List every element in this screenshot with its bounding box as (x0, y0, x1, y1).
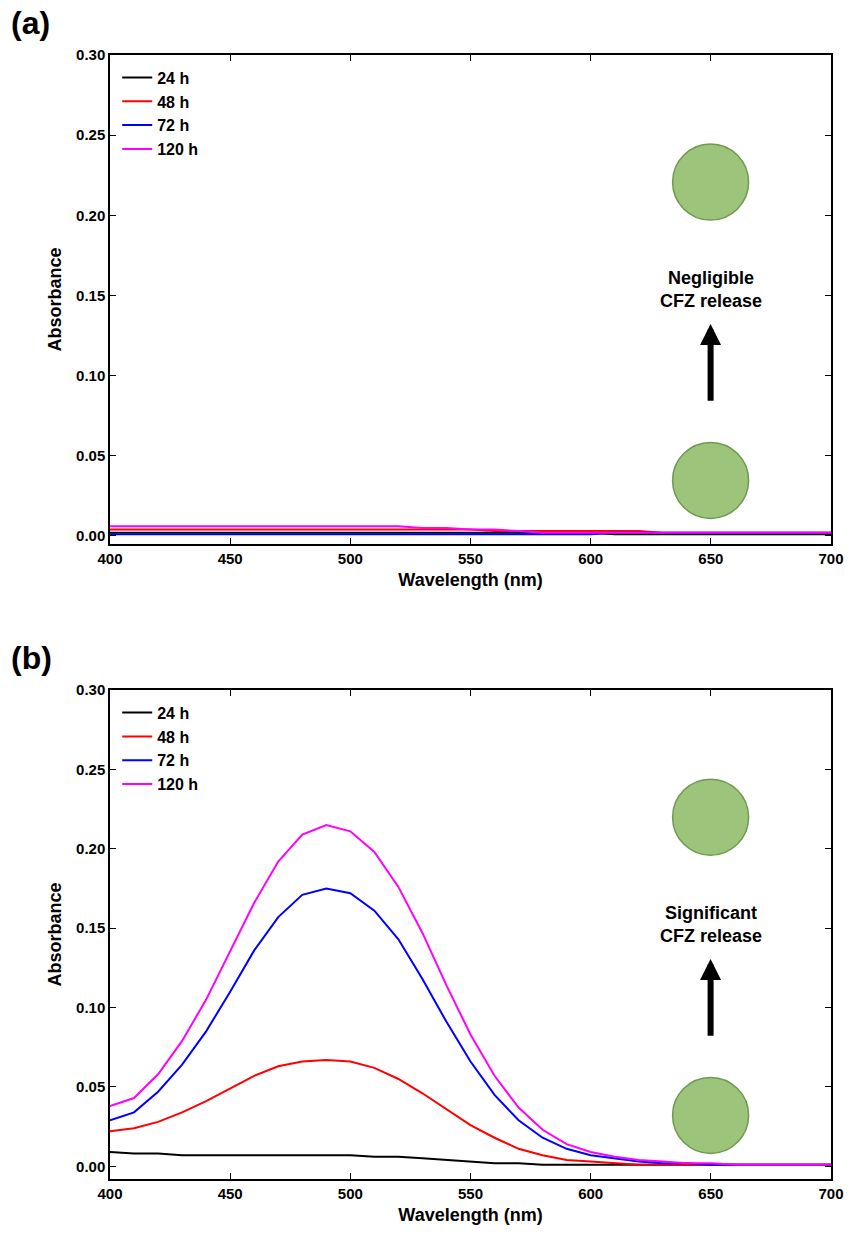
svg-text:0.00: 0.00 (76, 527, 105, 544)
svg-text:48 h: 48 h (157, 94, 189, 111)
svg-text:Wavelength (nm): Wavelength (nm) (398, 570, 542, 590)
svg-text:550: 550 (458, 1185, 483, 1202)
svg-text:500: 500 (338, 1185, 363, 1202)
svg-text:550: 550 (458, 550, 483, 567)
svg-text:0.15: 0.15 (76, 919, 105, 936)
svg-text:48 h: 48 h (157, 729, 189, 746)
svg-text:650: 650 (698, 1185, 723, 1202)
svg-text:Wavelength (nm): Wavelength (nm) (398, 1205, 542, 1225)
svg-text:0.30: 0.30 (76, 681, 105, 698)
svg-text:400: 400 (97, 550, 122, 567)
svg-text:0.20: 0.20 (76, 207, 105, 224)
svg-text:72 h: 72 h (157, 752, 189, 769)
svg-text:400: 400 (97, 1185, 122, 1202)
svg-text:700: 700 (818, 550, 843, 567)
svg-text:(b): (b) (11, 640, 52, 676)
svg-text:SignificantCFZ release: SignificantCFZ release (660, 903, 762, 946)
svg-text:0.05: 0.05 (76, 1078, 105, 1095)
svg-text:0.10: 0.10 (76, 999, 105, 1016)
svg-text:0.00: 0.00 (76, 1158, 105, 1175)
svg-text:120 h: 120 h (157, 776, 198, 793)
svg-text:Absorbance: Absorbance (45, 247, 65, 351)
svg-text:Absorbance: Absorbance (45, 883, 65, 987)
svg-text:0.05: 0.05 (76, 447, 105, 464)
svg-text:450: 450 (218, 550, 243, 567)
svg-text:0.10: 0.10 (76, 367, 105, 384)
svg-text:500: 500 (338, 550, 363, 567)
svg-text:0.25: 0.25 (76, 761, 105, 778)
svg-text:0.20: 0.20 (76, 840, 105, 857)
svg-text:600: 600 (578, 1185, 603, 1202)
svg-text:72 h: 72 h (157, 117, 189, 134)
svg-text:700: 700 (818, 1185, 843, 1202)
svg-text:0.30: 0.30 (76, 46, 105, 63)
svg-text:(a): (a) (11, 5, 50, 41)
svg-text:0.15: 0.15 (76, 287, 105, 304)
svg-text:0.25: 0.25 (76, 126, 105, 143)
svg-text:450: 450 (218, 1185, 243, 1202)
svg-text:120 h: 120 h (157, 141, 198, 158)
svg-text:24 h: 24 h (157, 70, 189, 87)
svg-text:24 h: 24 h (157, 705, 189, 722)
svg-text:600: 600 (578, 550, 603, 567)
svg-text:NegligibleCFZ release: NegligibleCFZ release (660, 268, 762, 311)
svg-text:650: 650 (698, 550, 723, 567)
